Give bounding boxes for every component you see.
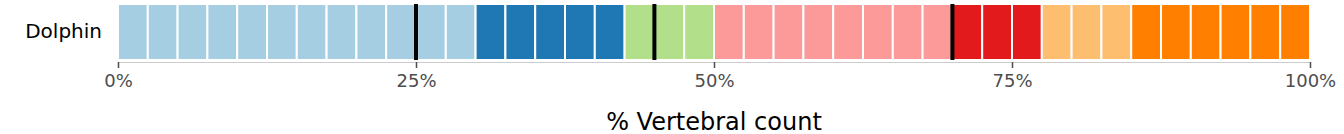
bar-segment [744,4,774,60]
bar-segment [1101,4,1131,60]
bar-segment [535,4,565,60]
x-tick: 75% [992,62,1032,91]
y-tick: Dolphin [25,19,102,43]
chart: 0% 25% 50% 75% 100% Dolphin % Vertebral count [0,0,1344,134]
bar-segment [1012,4,1042,60]
x-tick: 0% [104,62,133,91]
x-tick-label: 100% [1285,70,1336,91]
bar-segment [356,4,386,60]
bar-segment [863,4,893,60]
reference-line [414,4,418,60]
bar-segment [774,4,804,60]
bar-segment [952,4,982,60]
x-tick-label: 0% [104,70,133,91]
y-axis: Dolphin [25,19,102,43]
bar-segment [446,4,476,60]
bar-segment [327,4,357,60]
bar-segment [178,4,208,60]
x-tick: 100% [1285,62,1336,91]
bar-segment [267,4,297,60]
bar-segment [1191,4,1221,60]
bar-segment [207,4,237,60]
bar-segment [476,4,506,60]
x-axis: 0% 25% 50% 75% 100% [104,62,1336,91]
bar-segment [625,4,655,60]
x-tick-mark [1310,62,1312,68]
bar-segment [1161,4,1191,60]
reference-line [950,4,954,60]
x-axis-title: % Vertebral count [606,108,822,134]
bar-segment [1221,4,1251,60]
x-tick-mark [1012,62,1014,68]
x-tick-label: 25% [396,70,436,91]
bar-segment [595,4,625,60]
bar-segment [833,4,863,60]
bar-segment [416,4,446,60]
bar-segment [386,4,416,60]
bar-segment [923,4,953,60]
bar-segment [148,4,178,60]
x-tick-mark [416,62,418,68]
bar-segment [1072,4,1102,60]
y-tick-label: Dolphin [25,19,102,43]
bars [118,4,1310,60]
bar-segment [803,4,833,60]
x-tick-mark [714,62,716,68]
x-tick-label: 50% [694,70,734,91]
bar-segment [982,4,1012,60]
plot: 0% 25% 50% 75% 100% Dolphin [25,4,1336,91]
x-tick: 25% [396,62,436,91]
x-tick: 50% [694,62,734,91]
bar-segment [505,4,535,60]
x-tick-label: 75% [992,70,1032,91]
bar-segment [1042,4,1072,60]
bar-segment [714,4,744,60]
reference-line [652,4,656,60]
bar-segment [1250,4,1280,60]
bar-segment [1280,4,1310,60]
bar-segment [297,4,327,60]
bar-segment [684,4,714,60]
bar-segment [654,4,684,60]
bar-segment [1131,4,1161,60]
bar-segment [237,4,267,60]
bar-segment [118,4,148,60]
bar-segment [893,4,923,60]
bar-segment [565,4,595,60]
x-tick-mark [118,62,120,68]
x-axis-line [119,63,1311,69]
